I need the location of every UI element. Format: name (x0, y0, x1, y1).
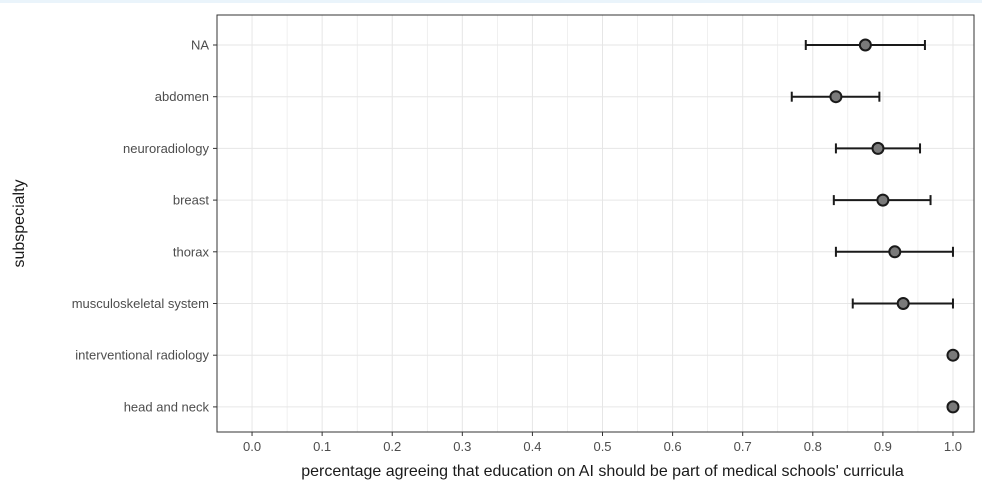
x-tick-label: 0.8 (804, 439, 822, 454)
x-tick-label: 0.4 (523, 439, 541, 454)
x-tick-label: 0.7 (734, 439, 752, 454)
top-strip (0, 0, 982, 3)
y-axis-title: subspecialty (11, 179, 28, 267)
x-tick-label: 0.1 (313, 439, 331, 454)
panel-border (216, 14, 975, 433)
y-tick-label: NA (191, 38, 209, 53)
y-tick-label: interventional radiology (75, 348, 209, 363)
point-estimate (896, 297, 910, 310)
x-tick-label: 0.5 (593, 439, 611, 454)
point-estimate (871, 141, 885, 155)
point-estimate (946, 400, 960, 414)
point-estimate (946, 348, 960, 362)
y-axis-tick-labels: NA abdomen neuroradiology breast thorax muscu… (72, 38, 217, 414)
point-estimate (888, 245, 902, 259)
error-bars (790, 40, 954, 412)
x-tick-label: 0.2 (383, 439, 401, 454)
x-tick-label: 0.6 (664, 439, 682, 454)
x-tick-label: 0.3 (453, 439, 471, 454)
y-tick-label: neuroradiology (123, 141, 210, 156)
y-tick-label: thorax (173, 244, 210, 259)
x-axis-tick-labels: 0.0 0.1 0.2 0.3 0.4 0.5 0.6 0.7 0.8 0.9 1.0 (243, 432, 962, 454)
y-tick-label: head and neck (124, 399, 210, 414)
y-tick-label: breast (173, 193, 210, 208)
y-tick-label: musculoskeletal system (72, 296, 209, 311)
grid-lines (216, 15, 974, 432)
point-estimate (876, 193, 890, 207)
x-tick-label: 0.0 (243, 439, 261, 454)
x-axis-title: percentage agreeing that education on AI… (301, 463, 904, 480)
point-estimate (829, 90, 843, 104)
x-tick-label: 0.9 (874, 439, 892, 454)
x-tick-label: 1.0 (944, 439, 962, 454)
point-estimate (858, 38, 872, 52)
y-tick-label: abdomen (155, 89, 209, 104)
point-estimates (829, 38, 960, 414)
